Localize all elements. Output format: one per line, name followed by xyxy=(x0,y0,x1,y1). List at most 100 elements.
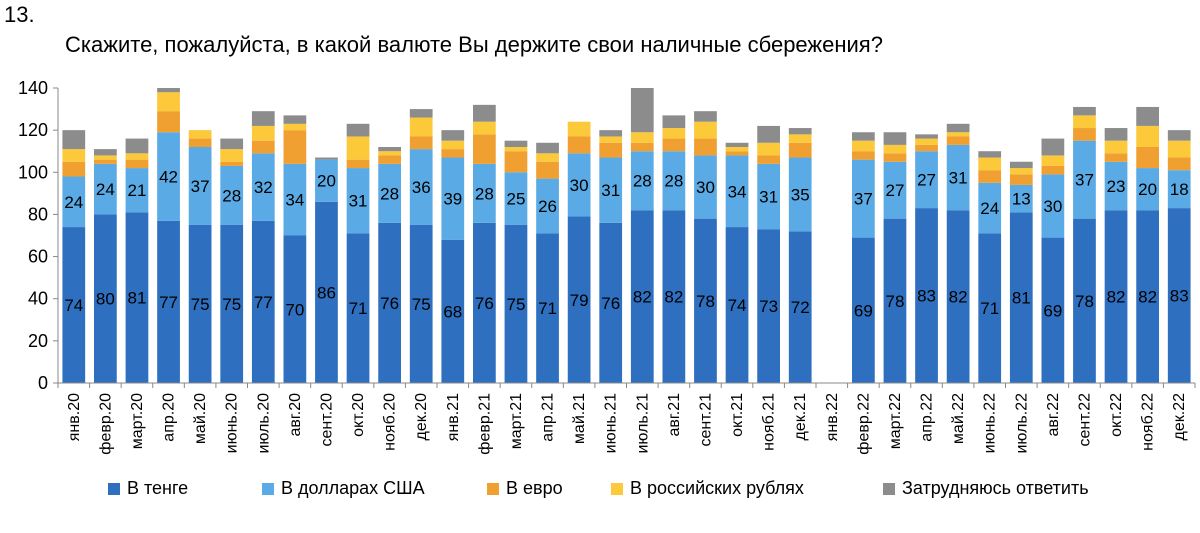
bar-segment-1 xyxy=(62,227,86,383)
bar-segment-3 xyxy=(251,140,275,154)
data-label: 82 xyxy=(949,288,968,307)
bar-segment-3 xyxy=(409,136,433,150)
bar-segment-4 xyxy=(125,153,149,160)
data-label: 27 xyxy=(917,171,936,190)
x-tick-label: нояб.21 xyxy=(761,393,778,451)
bar-segment-3 xyxy=(883,153,907,162)
data-label: 76 xyxy=(380,294,399,313)
data-label: 20 xyxy=(1138,180,1157,199)
data-label: 75 xyxy=(412,295,431,314)
bar-segment-3 xyxy=(346,159,370,169)
x-tick-label: окт.20 xyxy=(350,393,367,437)
y-tick-label: 0 xyxy=(38,373,48,393)
bar-segment-2 xyxy=(125,168,149,213)
bar-segment-5 xyxy=(946,123,970,133)
bar-segment-1 xyxy=(915,208,938,383)
bar-segment-4 xyxy=(188,130,212,139)
bar-segment-4 xyxy=(1167,140,1191,158)
data-label: 21 xyxy=(127,181,146,200)
legend-swatch xyxy=(883,482,895,495)
bar-segment-5 xyxy=(125,138,149,154)
bar-segment-1 xyxy=(473,222,496,383)
data-label: 18 xyxy=(1170,180,1189,199)
x-tick-label: февр.21 xyxy=(476,393,493,455)
bar-segment-1 xyxy=(283,235,307,383)
bar-segment-4 xyxy=(251,125,275,141)
bar-segment-2 xyxy=(915,151,938,209)
bar-segment-4 xyxy=(378,151,401,156)
bar-segment-1 xyxy=(188,224,212,383)
bar-segment-4 xyxy=(599,136,623,143)
bar-segment-1 xyxy=(630,210,654,383)
bar-segment-5 xyxy=(220,138,244,150)
bar-segment-1 xyxy=(1136,210,1159,383)
bar-segment-4 xyxy=(94,155,117,160)
data-label: 31 xyxy=(601,181,620,200)
bar-segment-5 xyxy=(915,134,938,139)
chart-title: Скажите, пожалуйста, в какой валюте Вы д… xyxy=(65,32,883,57)
data-label: 34 xyxy=(728,182,747,201)
bar-segment-1 xyxy=(1073,218,1096,383)
bar-segment-4 xyxy=(441,140,465,150)
data-label: 20 xyxy=(317,172,336,191)
bar-segment-4 xyxy=(725,147,749,152)
legend-label: В российских рублях xyxy=(630,478,804,498)
data-label: 81 xyxy=(1012,289,1031,308)
x-tick-label: июнь.21 xyxy=(603,393,620,453)
bar-segment-1 xyxy=(978,233,1002,383)
legend-label: Затрудняюсь ответить xyxy=(902,478,1089,498)
data-label: 81 xyxy=(127,289,146,308)
legend-item: В евро xyxy=(487,478,563,499)
bar-segment-1 xyxy=(441,239,465,383)
bar-segment-3 xyxy=(662,138,686,152)
x-tick-label: май.20 xyxy=(192,393,209,444)
bar-segment-1 xyxy=(536,233,559,383)
x-tick-label: февр.22 xyxy=(855,393,872,455)
x-tick-label: июль.20 xyxy=(255,393,272,454)
bar-segment-5 xyxy=(473,104,496,122)
data-label: 83 xyxy=(1170,287,1189,306)
bar-segment-4 xyxy=(409,117,433,137)
legend-item: В долларах США xyxy=(262,478,425,499)
data-label: 30 xyxy=(1043,197,1062,216)
data-label: 80 xyxy=(96,290,115,309)
data-label: 76 xyxy=(601,294,620,313)
data-label: 69 xyxy=(1043,301,1062,320)
bar-segment-1 xyxy=(504,224,528,383)
data-label: 68 xyxy=(443,302,462,321)
x-tick-label: авг.20 xyxy=(287,393,304,437)
data-label: 35 xyxy=(791,185,810,204)
bar-segment-3 xyxy=(536,161,559,179)
bar-segment-4 xyxy=(1009,168,1033,175)
data-label: 24 xyxy=(96,180,115,199)
bar-segment-5 xyxy=(1041,138,1065,156)
bar-segment-2 xyxy=(504,172,528,225)
bar-segment-5 xyxy=(378,147,401,152)
bar-segment-1 xyxy=(1104,210,1128,383)
bar-segment-5 xyxy=(630,88,654,133)
bar-segment-4 xyxy=(536,153,559,162)
bar-segment-1 xyxy=(1041,237,1065,383)
x-tick-label: сент.22 xyxy=(1076,393,1093,447)
x-tick-label: дек.21 xyxy=(792,393,809,441)
bar-segment-3 xyxy=(1104,153,1128,162)
bar-segment-3 xyxy=(694,138,717,156)
bar-segment-5 xyxy=(409,109,433,118)
bar-segment-2 xyxy=(946,144,970,211)
x-tick-label: янв.20 xyxy=(66,393,83,441)
bar-segment-5 xyxy=(94,149,117,156)
data-label: 37 xyxy=(854,190,873,209)
data-label: 36 xyxy=(412,178,431,197)
bar-segment-3 xyxy=(978,170,1002,183)
legend-label: В долларах США xyxy=(281,478,425,498)
data-label: 70 xyxy=(285,300,304,319)
bar-segment-3 xyxy=(62,161,86,177)
data-label: 71 xyxy=(980,299,999,318)
x-tick-label: авг.21 xyxy=(666,393,683,437)
y-tick-label: 60 xyxy=(28,247,48,267)
x-tick-label: янв.22 xyxy=(824,393,841,441)
data-label: 31 xyxy=(759,188,778,207)
bar-segment-4 xyxy=(283,123,307,131)
legend-swatch xyxy=(611,482,623,495)
